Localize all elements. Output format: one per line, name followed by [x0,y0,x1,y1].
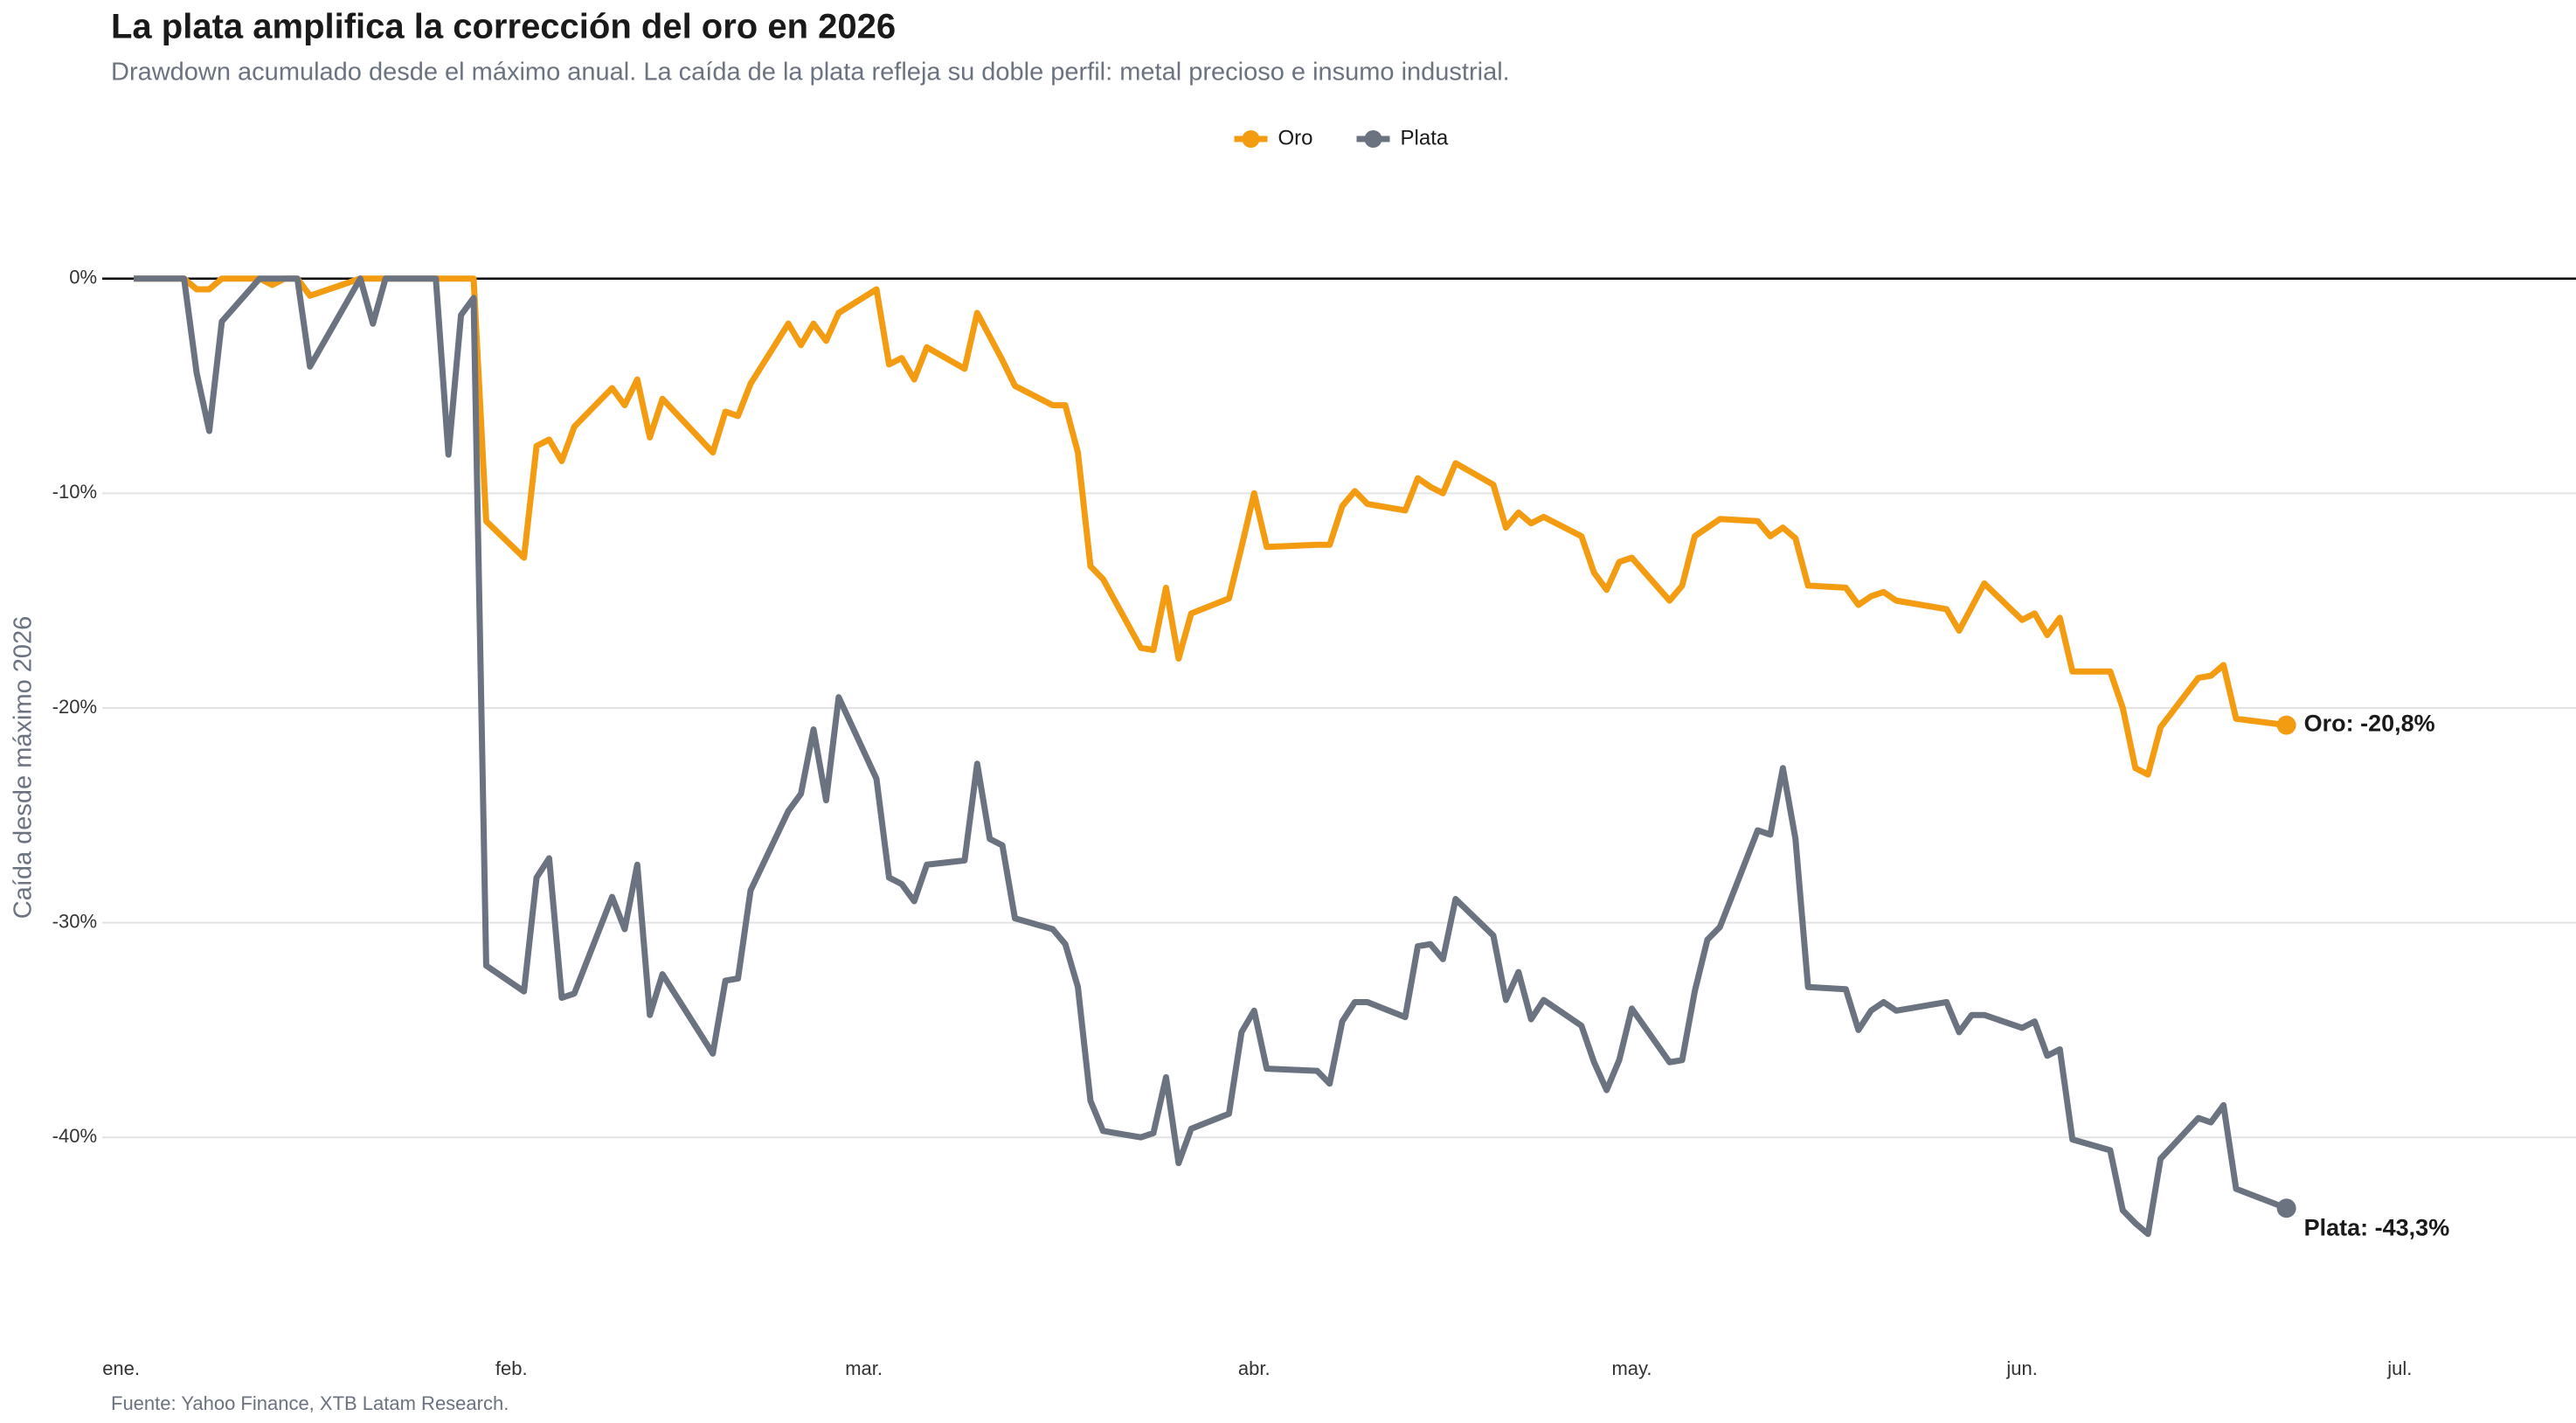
y-axis-label: Caída desde máximo 2026 [10,616,38,920]
end-label: Oro: -20,8% [2304,711,2435,737]
legend-label: Oro [1278,126,1313,149]
end-point [2276,715,2296,735]
chart-title: La plata amplifica la corrección del oro… [111,8,896,46]
y-tick-label: -10% [52,481,97,503]
legend-label: Plata [1401,126,1449,149]
y-tick-label: -30% [52,910,97,932]
x-tick-label: abr. [1238,1357,1271,1379]
caption: Fuente: Yahoo Finance, XTB Latam Researc… [111,1392,509,1414]
x-tick-label: jul. [2386,1357,2412,1379]
y-tick-label: -20% [52,696,97,718]
x-tick-label: ene. [102,1357,140,1379]
legend-marker [1364,130,1382,148]
chart-subtitle: Drawdown acumulado desde el máximo anual… [111,59,1510,87]
x-tick-label: feb. [495,1357,528,1379]
y-tick-label: -40% [52,1125,97,1147]
end-point [2276,1198,2296,1218]
x-tick-label: jun. [2005,1357,2037,1379]
series-line [134,275,2288,1238]
legend-marker [1242,130,1260,148]
x-tick-label: may. [1611,1357,1652,1379]
x-tick-label: mar. [845,1357,883,1379]
end-label: Plata: -43,3% [2304,1214,2450,1240]
y-tick-label: 0% [69,267,97,288]
series-line [134,275,2288,778]
